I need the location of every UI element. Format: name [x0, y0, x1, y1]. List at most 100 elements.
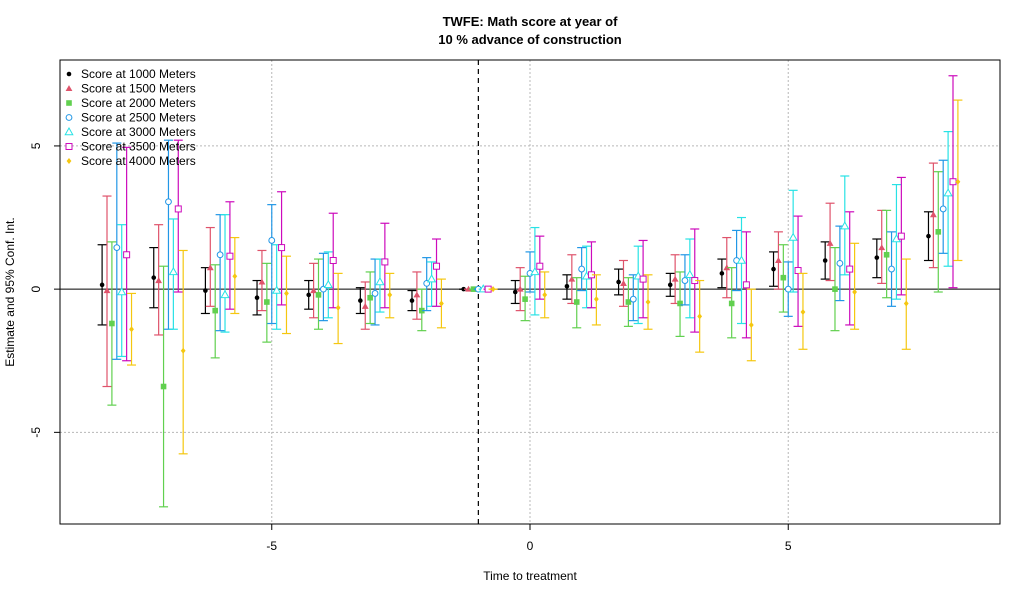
point-estimate: [883, 251, 890, 258]
point-estimate: [151, 275, 157, 280]
point-estimate: [639, 275, 647, 283]
point-estimate: [216, 251, 224, 259]
point-estimate: [165, 198, 172, 206]
series-2: [102, 162, 938, 388]
point-estimate: [645, 299, 651, 306]
point-estimate: [461, 286, 466, 292]
point-estimate: [329, 256, 337, 264]
point-estimate: [728, 300, 735, 307]
point-estimate: [99, 282, 105, 288]
point-estimate: [846, 265, 854, 273]
point-estimate: [536, 262, 544, 270]
y-axis-label: Estimate and 95% Conf. Int.: [3, 217, 17, 366]
point-estimate: [832, 286, 838, 292]
point-estimate: [616, 279, 621, 285]
x-tick-label: 5: [785, 539, 792, 553]
point-estimate: [180, 347, 186, 354]
series-4: [112, 139, 948, 360]
point-estimate: [568, 275, 576, 282]
point-estimate: [278, 244, 286, 252]
point-estimate: [748, 321, 754, 328]
point-estimate: [955, 178, 961, 185]
legend-marker: [66, 71, 72, 77]
y-tick-label: -5: [29, 427, 43, 438]
point-estimate: [109, 320, 115, 327]
point-estimate: [117, 286, 127, 296]
point-estimate: [935, 229, 942, 235]
legend-marker: [65, 85, 73, 92]
point-estimate: [874, 255, 880, 260]
y-axis: -5 0 5: [29, 142, 60, 438]
point-estimate: [361, 302, 369, 309]
legend-entry: Score at 3000 Meters: [81, 125, 196, 139]
legend-entry: Score at 4000 Meters: [81, 154, 196, 168]
point-estimate: [268, 237, 276, 244]
point-estimate: [516, 285, 524, 292]
point-estimate: [897, 232, 905, 240]
point-estimate: [512, 289, 518, 295]
point-estimate: [522, 296, 528, 302]
point-estimate: [226, 252, 234, 260]
point-estimate: [564, 283, 570, 289]
point-estimate: [113, 244, 121, 252]
point-estimate: [371, 290, 379, 297]
series-6: [122, 75, 958, 362]
point-estimate: [878, 244, 886, 251]
point-estimate: [822, 258, 828, 263]
point-estimate: [736, 255, 747, 264]
point-estimate: [212, 307, 219, 314]
point-estimate: [490, 286, 496, 293]
point-estimate: [775, 257, 782, 264]
point-estimate: [323, 279, 333, 289]
point-estimate: [681, 277, 689, 284]
point-estimate: [220, 289, 230, 299]
point-estimate: [413, 291, 421, 298]
point-estimate: [103, 287, 111, 294]
x-tick-label: 0: [527, 539, 534, 553]
point-estimate: [943, 188, 953, 197]
point-estimate: [203, 288, 208, 293]
point-estimate: [530, 266, 540, 276]
point-estimate: [232, 273, 238, 280]
point-estimate: [788, 232, 798, 241]
point-estimate: [719, 271, 725, 276]
point-estimate: [852, 289, 858, 295]
point-estimate: [667, 282, 673, 288]
legend-marker: [65, 143, 73, 150]
x-axis-label: Time to treatment: [483, 569, 577, 583]
series-1: [97, 211, 933, 326]
point-estimate: [426, 274, 437, 283]
point-estimate: [926, 233, 931, 239]
point-estimate: [671, 275, 679, 282]
point-estimate: [840, 221, 850, 230]
point-estimate: [685, 269, 695, 279]
y-tick-label: 5: [29, 142, 43, 149]
point-estimate: [949, 178, 957, 186]
point-estimate: [387, 291, 393, 298]
point-estimate: [284, 290, 289, 297]
point-estimate: [155, 277, 163, 284]
point-estimate: [254, 295, 260, 301]
point-estimate: [578, 265, 586, 273]
point-estimate: [358, 298, 363, 303]
point-estimate: [903, 300, 909, 307]
point-estimate: [272, 285, 282, 294]
point-estimate: [771, 266, 776, 272]
legend-marker: [66, 100, 72, 106]
chart-title-line-2: 10 % advance of construction: [438, 32, 622, 47]
point-estimate: [470, 286, 477, 292]
point-estimate: [367, 294, 373, 301]
point-estimate: [465, 285, 472, 292]
point-estimate: [123, 251, 131, 259]
point-estimate: [780, 274, 787, 281]
point-estimate: [542, 291, 548, 298]
point-estimate: [723, 264, 731, 271]
point-estimate: [129, 326, 134, 333]
point-estimate: [174, 205, 182, 213]
series-5: [117, 131, 953, 358]
point-estimate: [335, 304, 341, 311]
x-tick-label: -5: [266, 539, 277, 553]
point-estimate: [784, 285, 792, 293]
point-estimate: [206, 264, 214, 271]
